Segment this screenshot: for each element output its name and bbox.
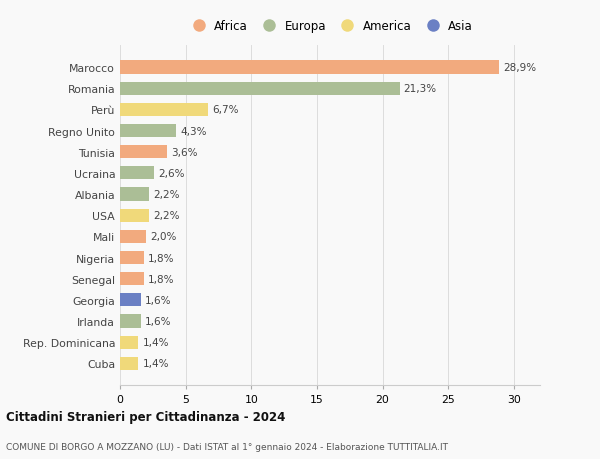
Text: 1,6%: 1,6% xyxy=(145,295,172,305)
Text: 1,8%: 1,8% xyxy=(148,274,174,284)
Text: COMUNE DI BORGO A MOZZANO (LU) - Dati ISTAT al 1° gennaio 2024 - Elaborazione TU: COMUNE DI BORGO A MOZZANO (LU) - Dati IS… xyxy=(6,442,448,451)
Bar xyxy=(120,209,149,222)
Text: 4,3%: 4,3% xyxy=(181,126,207,136)
Bar xyxy=(120,252,143,264)
Bar xyxy=(120,104,208,117)
Text: 2,2%: 2,2% xyxy=(153,211,179,221)
Text: Cittadini Stranieri per Cittadinanza - 2024: Cittadini Stranieri per Cittadinanza - 2… xyxy=(6,410,286,423)
Bar xyxy=(120,62,499,74)
Bar xyxy=(120,146,167,159)
Text: 1,8%: 1,8% xyxy=(148,253,174,263)
Bar xyxy=(120,273,143,285)
Bar xyxy=(120,167,154,180)
Text: 2,2%: 2,2% xyxy=(153,190,179,200)
Bar xyxy=(120,336,139,349)
Text: 2,6%: 2,6% xyxy=(158,168,185,179)
Text: 1,4%: 1,4% xyxy=(142,358,169,369)
Bar xyxy=(120,294,141,307)
Bar xyxy=(120,125,176,138)
Bar xyxy=(120,188,149,201)
Bar xyxy=(120,83,400,95)
Text: 3,6%: 3,6% xyxy=(171,147,197,157)
Text: 28,9%: 28,9% xyxy=(503,63,536,73)
Text: 2,0%: 2,0% xyxy=(150,232,176,242)
Text: 1,4%: 1,4% xyxy=(142,337,169,347)
Legend: Africa, Europa, America, Asia: Africa, Europa, America, Asia xyxy=(185,18,475,35)
Bar xyxy=(120,357,139,370)
Text: 21,3%: 21,3% xyxy=(404,84,437,94)
Bar xyxy=(120,315,141,328)
Text: 6,7%: 6,7% xyxy=(212,105,238,115)
Text: 1,6%: 1,6% xyxy=(145,316,172,326)
Bar xyxy=(120,230,146,243)
